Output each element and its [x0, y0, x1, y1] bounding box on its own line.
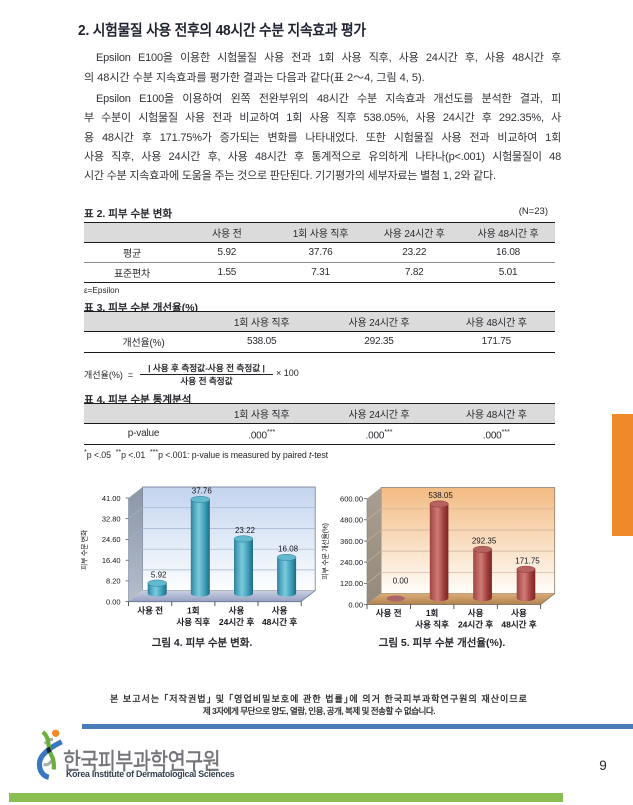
svg-text:사용 직후: 사용 직후 — [176, 617, 210, 627]
svg-text:32.80: 32.80 — [102, 515, 121, 524]
svg-text:37.76: 37.76 — [192, 487, 213, 496]
svg-text:24시간 후: 24시간 후 — [458, 620, 493, 630]
svg-text:사용 직후: 사용 직후 — [415, 620, 449, 630]
svg-text:538.05: 538.05 — [428, 491, 453, 500]
svg-text:16.08: 16.08 — [278, 545, 299, 554]
svg-text:사용: 사용 — [468, 608, 484, 618]
svg-text:사용: 사용 — [511, 608, 527, 618]
svg-text:1회: 1회 — [426, 608, 439, 618]
svg-text:600.00: 600.00 — [340, 494, 363, 503]
svg-text:사용 전: 사용 전 — [376, 608, 402, 618]
svg-text:0.00: 0.00 — [348, 600, 363, 609]
svg-text:피부 수분 개선율(%): 피부 수분 개선율(%) — [321, 523, 330, 579]
svg-text:1회: 1회 — [187, 605, 200, 615]
svg-text:41.00: 41.00 — [102, 494, 121, 503]
svg-text:24.60: 24.60 — [102, 535, 121, 544]
svg-text:5.92: 5.92 — [151, 570, 167, 579]
svg-text:8.20: 8.20 — [106, 577, 121, 586]
svg-text:피부 수분 변화: 피부 수분 변화 — [80, 529, 89, 570]
svg-text:사용: 사용 — [272, 605, 288, 615]
svg-text:48시간 후: 48시간 후 — [262, 617, 297, 627]
svg-text:24시간 후: 24시간 후 — [219, 617, 254, 627]
svg-text:사용 전: 사용 전 — [137, 605, 163, 615]
svg-text:292.35: 292.35 — [472, 537, 497, 546]
svg-text:480.00: 480.00 — [340, 516, 363, 525]
svg-text:16.40: 16.40 — [102, 556, 121, 565]
svg-text:360.00: 360.00 — [340, 537, 363, 546]
svg-text:240.00: 240.00 — [340, 558, 363, 567]
svg-text:48시간 후: 48시간 후 — [501, 620, 536, 630]
svg-text:0.00: 0.00 — [106, 597, 121, 606]
svg-text:사용: 사용 — [229, 605, 245, 615]
svg-text:0.00: 0.00 — [393, 577, 409, 586]
svg-text:23.22: 23.22 — [235, 526, 256, 535]
svg-text:120.00: 120.00 — [340, 579, 363, 588]
svg-text:171.75: 171.75 — [515, 557, 540, 566]
